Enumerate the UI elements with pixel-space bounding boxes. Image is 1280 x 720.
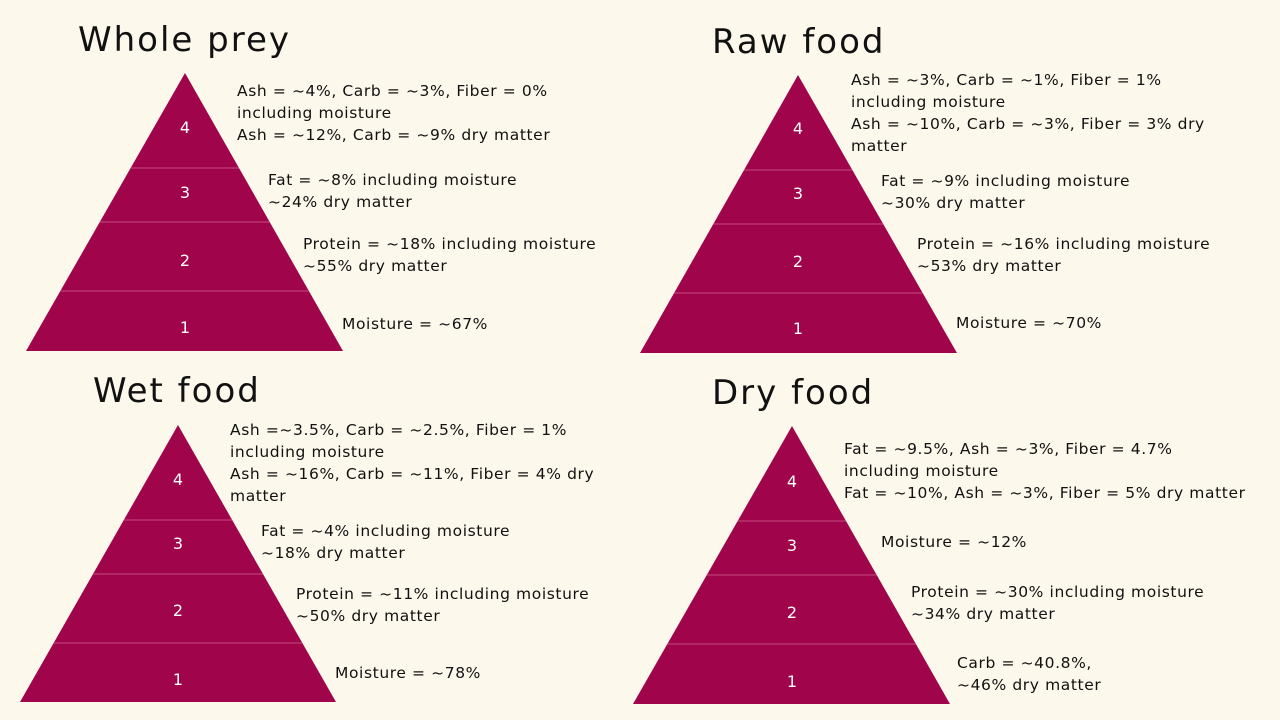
description-line: Moisture = ~12% bbox=[881, 533, 1027, 551]
description-line: matter bbox=[851, 137, 908, 155]
wet-food-title: Wet food bbox=[93, 371, 261, 411]
description-line: Carb = ~40.8%, bbox=[957, 654, 1092, 672]
raw-food-tier-number: 2 bbox=[792, 252, 804, 271]
raw-food-pyramid bbox=[640, 75, 957, 353]
description-line: Ash = ~16%, Carb = ~11%, Fiber = 4% dry bbox=[230, 465, 595, 483]
raw-food-tier-4-description: Ash = ~3%, Carb = ~1%, Fiber = 1% includi… bbox=[851, 69, 1205, 157]
description-line: ~18% dry matter bbox=[261, 544, 406, 562]
description-line: Ash =~3.5%, Carb = ~2.5%, Fiber = 1% bbox=[230, 421, 568, 439]
whole-prey-tier-1-description: Moisture = ~67% bbox=[342, 313, 488, 335]
wet-food-tier-3-description: Fat = ~4% including moisture ~18% dry mat… bbox=[261, 520, 510, 564]
whole-prey-tier-number: 4 bbox=[179, 118, 191, 137]
dry-food-tier-number: 3 bbox=[786, 536, 798, 555]
description-line: Ash = ~12%, Carb = ~9% dry matter bbox=[237, 126, 551, 144]
description-line: Fat = ~10%, Ash = ~3%, Fiber = 5% dry ma… bbox=[844, 484, 1246, 502]
description-line: Fat = ~4% including moisture bbox=[261, 522, 511, 540]
description-line: Ash = ~3%, Carb = ~1%, Fiber = 1% bbox=[851, 71, 1162, 89]
wet-food-tier-number: 3 bbox=[172, 534, 184, 553]
description-line: Protein = ~11% including moisture bbox=[296, 585, 590, 603]
dry-food-tier-number: 4 bbox=[786, 472, 798, 491]
dry-food-tier-2-description: Protein = ~30% including moisture ~34% dr… bbox=[911, 581, 1204, 625]
wet-food-tier-4-description: Ash =~3.5%, Carb = ~2.5%, Fiber = 1% incl… bbox=[230, 419, 594, 507]
description-line: Protein = ~18% including moisture bbox=[303, 235, 597, 253]
description-line: ~24% dry matter bbox=[268, 193, 413, 211]
raw-food-title: Raw food bbox=[712, 22, 886, 62]
description-line: Protein = ~16% including moisture bbox=[917, 235, 1211, 253]
whole-prey-tier-3-description: Fat = ~8% including moisture ~24% dry mat… bbox=[268, 169, 517, 213]
raw-food-tier-number: 4 bbox=[792, 119, 804, 138]
description-line: Protein = ~30% including moisture bbox=[911, 583, 1205, 601]
description-line: Fat = ~9% including moisture bbox=[881, 172, 1131, 190]
dry-food-tier-3-description: Moisture = ~12% bbox=[881, 531, 1027, 553]
description-line: including moisture bbox=[237, 104, 392, 122]
whole-prey-tier-number: 1 bbox=[179, 318, 191, 337]
wet-food-tier-number: 2 bbox=[172, 601, 184, 620]
description-line: ~50% dry matter bbox=[296, 607, 441, 625]
whole-prey-pyramid bbox=[26, 73, 343, 351]
dry-food-tier-4-description: Fat = ~9.5%, Ash = ~3%, Fiber = 4.7% incl… bbox=[844, 438, 1246, 504]
description-line: ~55% dry matter bbox=[303, 257, 448, 275]
raw-food-tier-3-description: Fat = ~9% including moisture ~30% dry mat… bbox=[881, 170, 1130, 214]
raw-food-tier-number: 1 bbox=[792, 319, 804, 338]
description-line: including moisture bbox=[844, 462, 999, 480]
description-line: Ash = ~4%, Carb = ~3%, Fiber = 0% bbox=[237, 82, 548, 100]
whole-prey-tier-4-description: Ash = ~4%, Carb = ~3%, Fiber = 0% includi… bbox=[237, 80, 550, 146]
description-line: ~46% dry matter bbox=[957, 676, 1102, 694]
raw-food-tier-2-description: Protein = ~16% including moisture ~53% dr… bbox=[917, 233, 1210, 277]
whole-prey-tier-2-description: Protein = ~18% including moisture ~55% dr… bbox=[303, 233, 596, 277]
raw-food-tier-number: 3 bbox=[792, 184, 804, 203]
whole-prey-tier-number: 3 bbox=[179, 183, 191, 202]
description-line: Moisture = ~78% bbox=[335, 664, 481, 682]
dry-food-tier-number: 2 bbox=[786, 603, 798, 622]
dry-food-pyramid bbox=[633, 426, 950, 704]
dry-food-tier-number: 1 bbox=[786, 672, 798, 691]
wet-food-tier-2-description: Protein = ~11% including moisture ~50% dr… bbox=[296, 583, 589, 627]
description-line: ~30% dry matter bbox=[881, 194, 1026, 212]
raw-food-tier-1-description: Moisture = ~70% bbox=[956, 312, 1102, 334]
wet-food-tier-number: 1 bbox=[172, 670, 184, 689]
description-line: Fat = ~8% including moisture bbox=[268, 171, 518, 189]
description-line: matter bbox=[230, 487, 287, 505]
description-line: Moisture = ~67% bbox=[342, 315, 488, 333]
description-line: Moisture = ~70% bbox=[956, 314, 1102, 332]
whole-prey-tier-number: 2 bbox=[179, 251, 191, 270]
description-line: Fat = ~9.5%, Ash = ~3%, Fiber = 4.7% bbox=[844, 440, 1173, 458]
wet-food-tier-number: 4 bbox=[172, 470, 184, 489]
description-line: including moisture bbox=[230, 443, 385, 461]
description-line: ~53% dry matter bbox=[917, 257, 1062, 275]
wet-food-tier-1-description: Moisture = ~78% bbox=[335, 662, 481, 684]
dry-food-title: Dry food bbox=[712, 373, 875, 413]
wet-food-pyramid bbox=[20, 425, 336, 702]
description-line: including moisture bbox=[851, 93, 1006, 111]
description-line: Ash = ~10%, Carb = ~3%, Fiber = 3% dry bbox=[851, 115, 1205, 133]
dry-food-tier-1-description: Carb = ~40.8%, ~46% dry matter bbox=[957, 652, 1101, 696]
whole-prey-title: Whole prey bbox=[78, 20, 291, 60]
description-line: ~34% dry matter bbox=[911, 605, 1056, 623]
